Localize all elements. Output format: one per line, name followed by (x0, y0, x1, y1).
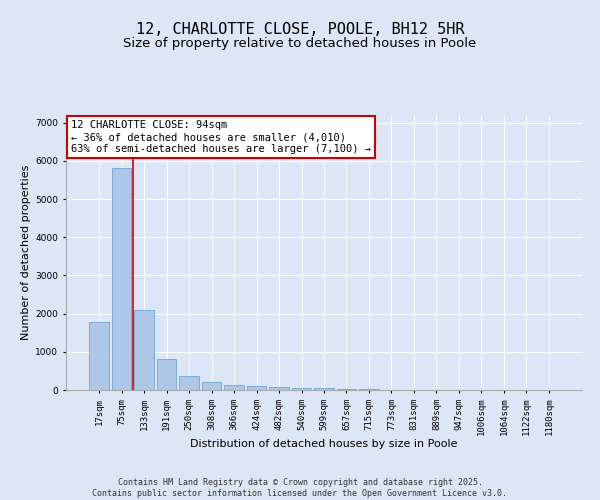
Bar (292, 388, 311, 390)
Bar (179, 376, 199, 390)
Bar (247, 386, 266, 390)
Text: 12 CHARLOTTE CLOSE: 94sqm
← 36% of detached houses are smaller (4,010)
63% of se: 12 CHARLOTTE CLOSE: 94sqm ← 36% of detac… (71, 120, 371, 154)
Bar (337, 388, 356, 390)
Bar (269, 387, 289, 390)
Text: 12, CHARLOTTE CLOSE, POOLE, BH12 5HR: 12, CHARLOTTE CLOSE, POOLE, BH12 5HR (136, 22, 464, 38)
X-axis label: Distribution of detached houses by size in Poole: Distribution of detached houses by size … (190, 440, 458, 450)
Bar (112, 168, 131, 390)
Bar (314, 388, 334, 390)
Text: Size of property relative to detached houses in Poole: Size of property relative to detached ho… (124, 38, 476, 51)
Bar (202, 382, 221, 390)
Bar (157, 358, 176, 390)
Bar (224, 385, 244, 390)
Bar (359, 389, 379, 390)
Y-axis label: Number of detached properties: Number of detached properties (21, 165, 31, 340)
Text: Contains HM Land Registry data © Crown copyright and database right 2025.
Contai: Contains HM Land Registry data © Crown c… (92, 478, 508, 498)
Bar (134, 310, 154, 390)
Bar (89, 322, 109, 390)
